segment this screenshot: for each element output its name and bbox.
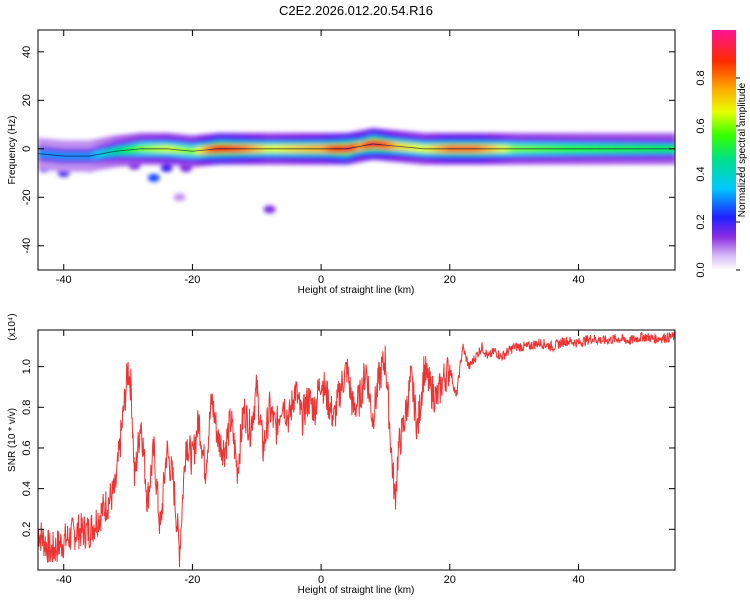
heatmap-ridge <box>38 128 675 214</box>
x-tick-label: 40 <box>572 274 584 286</box>
heatmap-plot-area <box>38 128 675 214</box>
x-tick-label: 40 <box>572 574 584 586</box>
snr-frame <box>37 329 676 571</box>
colorbar-tick-label: 0.6 <box>695 118 707 133</box>
y-tick-label: 0.6 <box>21 440 33 455</box>
y-tick-label: 0.4 <box>21 481 33 496</box>
heatmap-frame <box>37 29 676 271</box>
y-tick-label: 20 <box>21 94 33 106</box>
x-tick-label: -40 <box>56 574 72 586</box>
heatmap-panel: -40 -20 0 20 40 -40 -20 0 20 40 Height of straig… <box>7 29 676 296</box>
snr-plot-area <box>38 330 675 568</box>
colorbar-gradient <box>712 30 736 270</box>
x-tick-label: 20 <box>444 574 456 586</box>
chart-title: C2E2.2026.012.20.54.R16 <box>279 3 433 18</box>
heatmap-blob-7 <box>263 205 276 214</box>
snr-y-ticks: 0.2 0.4 0.6 0.8 1.0 <box>21 359 675 537</box>
x-tick-label: 20 <box>444 274 456 286</box>
x-tick-label: 0 <box>318 574 324 586</box>
snr-x-ticks: -40 -20 0 20 40 <box>56 330 585 586</box>
snr-y-multiplier: (x10⁴) <box>7 313 18 340</box>
heatmap-x-ticks: -40 -20 0 20 40 <box>56 30 585 286</box>
y-tick-label: -40 <box>21 238 33 254</box>
heatmap-y-ticks: -40 -20 0 20 40 <box>21 46 675 254</box>
colorbar-ticks: 0.0 0.2 0.4 0.6 0.8 <box>695 70 740 278</box>
snr-x-label: Height of straight line (km) <box>298 585 415 596</box>
colorbar-tick-label: 0.8 <box>695 70 707 85</box>
snr-panel: -40 -20 0 20 40 0.2 0.4 0.6 0.8 1.0 Height of st… <box>7 313 676 596</box>
colorbar-tick-label: 0.0 <box>695 262 707 277</box>
colorbar-label: Normalized spectral amplitude <box>737 82 748 217</box>
x-tick-label: 0 <box>318 274 324 286</box>
colorbar-tick-label: 0.2 <box>695 214 707 229</box>
heatmap-ridge-line <box>38 143 675 157</box>
heatmap-blob-4 <box>147 173 160 182</box>
y-tick-label: 0 <box>21 146 33 152</box>
heatmap-blob-5 <box>160 164 173 173</box>
colorbar: 0.0 0.2 0.4 0.6 0.8 Normalized spectral ampl… <box>695 30 748 278</box>
y-tick-label: 40 <box>21 46 33 58</box>
heatmap-x-label: Height of straight line (km) <box>298 285 415 296</box>
x-tick-label: -20 <box>184 574 200 586</box>
heatmap-blob-8 <box>173 193 186 202</box>
y-tick-label: 0.8 <box>21 400 33 415</box>
y-tick-label: -20 <box>21 189 33 205</box>
snr-y-label: SNR (10 * v/v) <box>7 408 18 472</box>
y-tick-label: 1.0 <box>21 359 33 374</box>
colorbar-tick-label: 0.4 <box>695 166 707 181</box>
x-tick-label: -40 <box>56 274 72 286</box>
x-tick-label: -20 <box>184 274 200 286</box>
heatmap-y-label: Frequency (Hz) <box>7 116 18 185</box>
snr-series-line <box>38 330 675 568</box>
y-tick-label: 0.2 <box>21 522 33 537</box>
